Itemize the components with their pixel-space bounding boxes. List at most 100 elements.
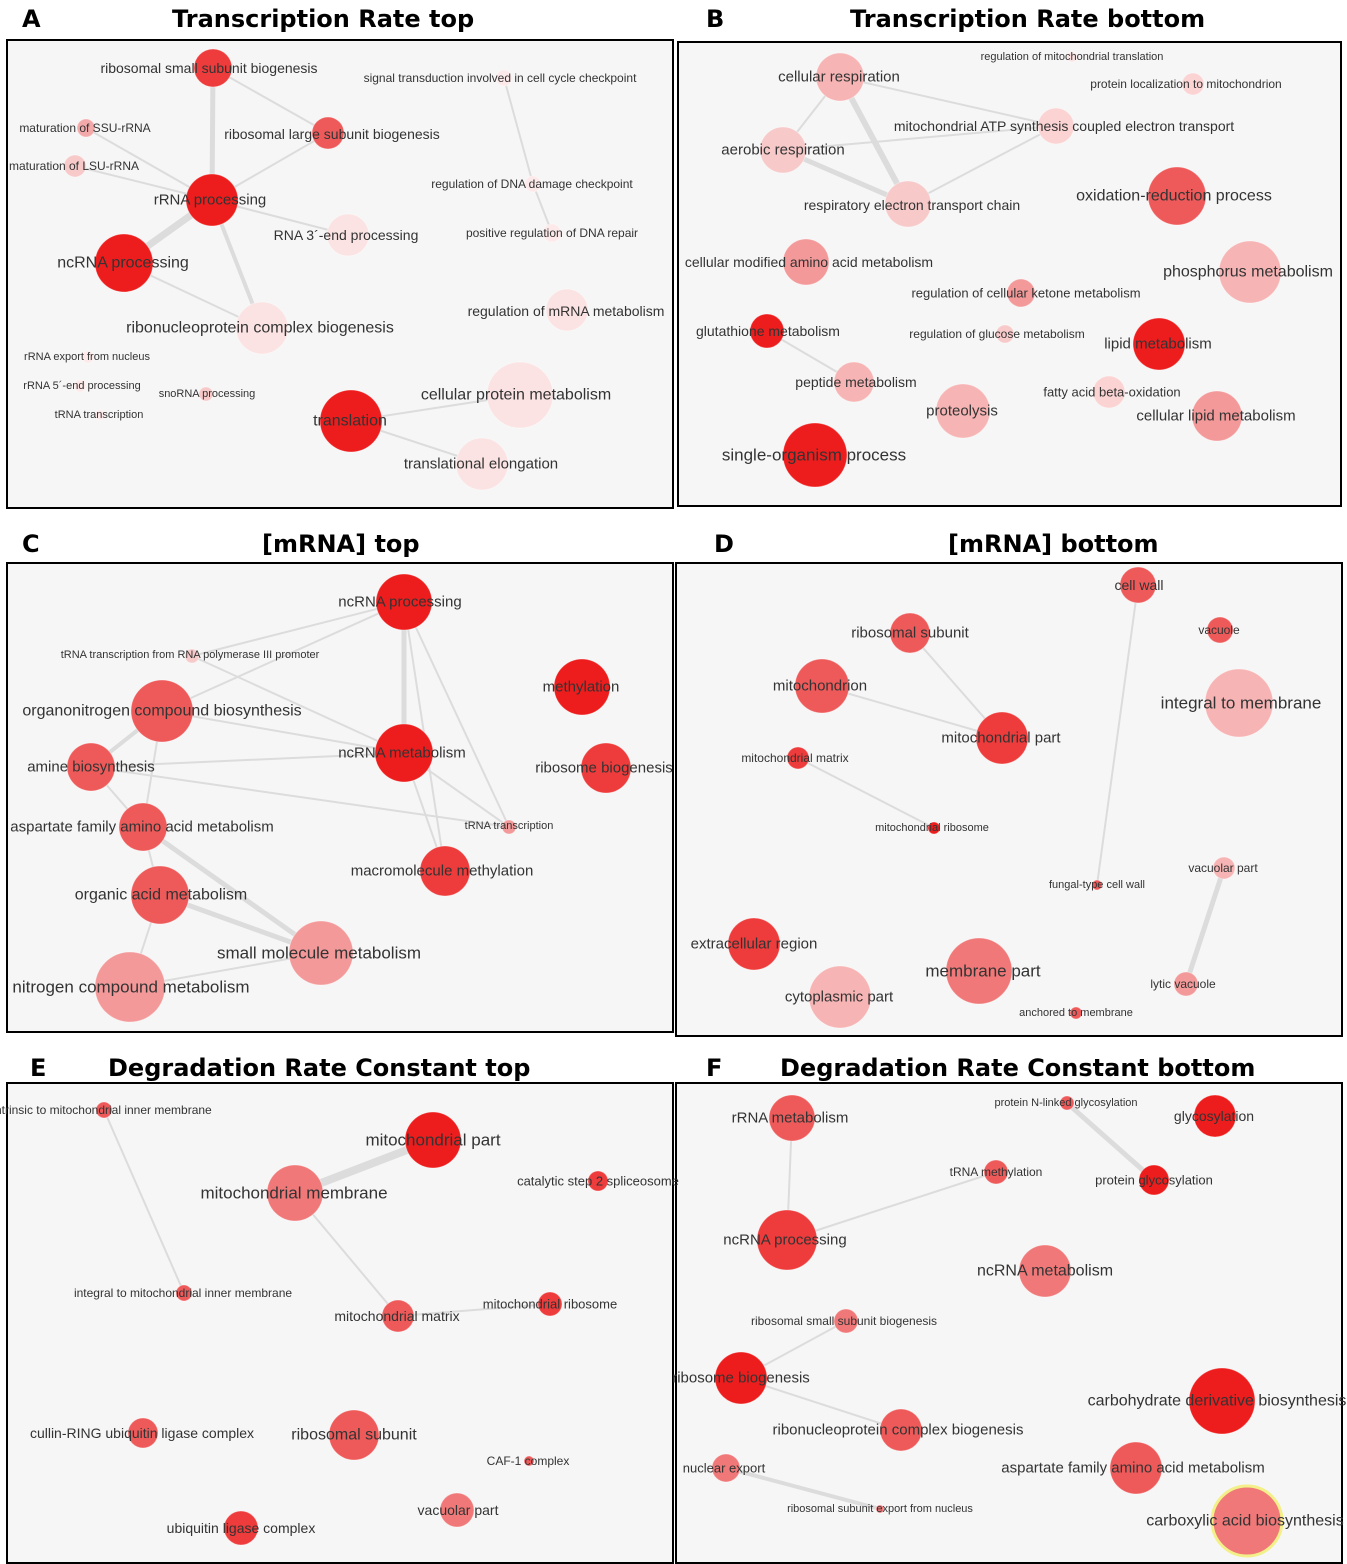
node-d4: [794, 658, 850, 714]
node-label-f14: ribosomal subunit export from nucleus: [787, 1503, 973, 1515]
node-label-d3: vacuole: [1198, 623, 1240, 637]
edge-a9-a10: [503, 77, 534, 185]
edge-c6-c5: [90, 752, 405, 768]
edge-b1-b4: [839, 76, 1057, 127]
node-a14: [73, 379, 87, 393]
node-label-b8: cellular modified amino acid metabolism: [685, 254, 933, 270]
node-f1: [768, 1094, 816, 1142]
node-label-d2: ribosomal subunit: [851, 625, 969, 642]
node-d9: [1212, 856, 1236, 880]
node-label-a9: signal transduction involved in cell cyc…: [364, 71, 637, 85]
node-a5: [185, 173, 239, 227]
node-b8: [782, 238, 830, 286]
node-label-a16: snoRNA processing: [159, 388, 256, 400]
node-label-c5: ncRNA metabolism: [338, 745, 466, 762]
panel-letter-e: E: [30, 1054, 47, 1082]
node-label-e2: mitochondrial part: [365, 1131, 500, 1150]
node-b10: [1006, 278, 1036, 308]
node-f12: [711, 1453, 741, 1483]
node-f11: [879, 1408, 923, 1452]
node-c9: [501, 819, 517, 835]
node-f13: [1109, 1441, 1163, 1495]
node-label-e11: vacuolar part: [418, 1502, 499, 1518]
node-a9: [495, 69, 513, 87]
edge-c1-c9: [403, 601, 510, 828]
edge-e6-e7: [397, 1303, 551, 1317]
node-label-c6: amine biosynthesis: [27, 759, 155, 776]
node-c2: [184, 648, 200, 664]
node-label-b16: proteolysis: [926, 403, 998, 420]
node-label-a17: translation: [313, 413, 387, 430]
node-label-b12: regulation of glucose metabolism: [909, 327, 1084, 341]
node-d13: [1173, 971, 1199, 997]
node-label-d11: extracellular region: [691, 936, 818, 953]
node-label-f8: ribosomal small subunit biogenesis: [751, 1314, 937, 1328]
node-label-b10: regulation of cellular ketone metabolism: [911, 286, 1140, 301]
node-label-f5: protein glycosylation: [1095, 1173, 1213, 1188]
node-a2: [76, 118, 96, 138]
edge-a1-a4: [212, 67, 329, 134]
node-label-f3: glycosylation: [1174, 1108, 1254, 1124]
node-label-d5: integral to membrane: [1161, 694, 1322, 713]
node-d12: [945, 937, 1013, 1005]
node-c6: [66, 742, 116, 792]
edge-c1-c4: [161, 601, 405, 712]
node-d5: [1204, 668, 1274, 738]
node-a17: [319, 389, 383, 453]
edge-c4-c5: [161, 710, 405, 754]
node-label-a15: tRNA transcription: [55, 409, 144, 421]
node-label-d12: membrane part: [925, 962, 1041, 981]
node-label-b9: phosphorus metabolism: [1163, 264, 1333, 281]
node-label-d4: mitochondrion: [773, 678, 867, 695]
panel-title-a: Transcription Rate top: [172, 5, 475, 33]
node-a18: [486, 361, 554, 429]
node-label-e4: catalytic step 2 spliceosome: [517, 1174, 679, 1189]
node-b7: [1147, 166, 1207, 226]
node-d6: [975, 711, 1029, 765]
node-label-d15: anchored to membrane: [1019, 1007, 1133, 1019]
node-a3: [63, 154, 87, 178]
node-b6: [884, 180, 932, 228]
node-label-c4: organonitrogen compound biosynthesis: [22, 703, 301, 720]
node-label-b18: single-organism process: [722, 446, 906, 465]
node-label-b17: cellular lipid metabolism: [1136, 408, 1295, 425]
node-label-b5: aerobic respiration: [721, 142, 844, 159]
node-c12: [288, 920, 354, 986]
node-a4: [311, 116, 345, 150]
node-label-a7: RNA 3´-end processing: [274, 227, 419, 243]
panel-frame-e: [6, 1082, 674, 1564]
node-e8: [127, 1417, 159, 1449]
node-label-a18: cellular protein metabolism: [421, 387, 611, 404]
node-label-d13: lytic vacuole: [1150, 977, 1216, 991]
node-label-c2: tRNA transcription from RNA polymerase I…: [61, 649, 320, 661]
node-d11: [727, 917, 781, 971]
node-e6: [381, 1299, 415, 1333]
node-b4: [1037, 107, 1075, 145]
node-label-c9: tRNA transcription: [465, 820, 554, 832]
node-e5: [175, 1284, 193, 1302]
node-e9: [328, 1409, 380, 1461]
panel-title-b: Transcription Rate bottom: [850, 5, 1206, 33]
node-label-f6: ncRNA processing: [723, 1232, 846, 1249]
node-label-e10: CAF-1 complex: [487, 1454, 570, 1468]
node-label-f11: ribonucleoprotein complex biogenesis: [773, 1422, 1024, 1439]
node-label-e5: integral to mitochondrial inner membrane: [74, 1286, 292, 1300]
node-c4: [130, 679, 194, 743]
node-f2: [1059, 1095, 1075, 1111]
node-b5: [759, 126, 807, 174]
node-label-a4: ribosomal large subunit biogenesis: [224, 126, 440, 142]
node-b14: [833, 361, 875, 403]
node-label-a12: regulation of mRNA metabolism: [468, 303, 665, 319]
node-label-b2: regulation of mitochondrial translation: [981, 51, 1164, 63]
node-label-e8: cullin-RING ubiquitin ligase complex: [30, 1425, 254, 1441]
node-f14: [875, 1504, 885, 1514]
node-c1: [375, 573, 433, 631]
node-b18: [782, 422, 848, 488]
node-b1: [815, 52, 865, 102]
node-label-d14: cytoplasmic part: [785, 989, 894, 1006]
node-label-a11: positive regulation of DNA repair: [466, 226, 638, 240]
node-f15: [1210, 1484, 1284, 1558]
node-d8: [927, 821, 941, 835]
node-c8: [118, 802, 168, 852]
panel-title-f: Degradation Rate Constant bottom: [780, 1054, 1256, 1082]
